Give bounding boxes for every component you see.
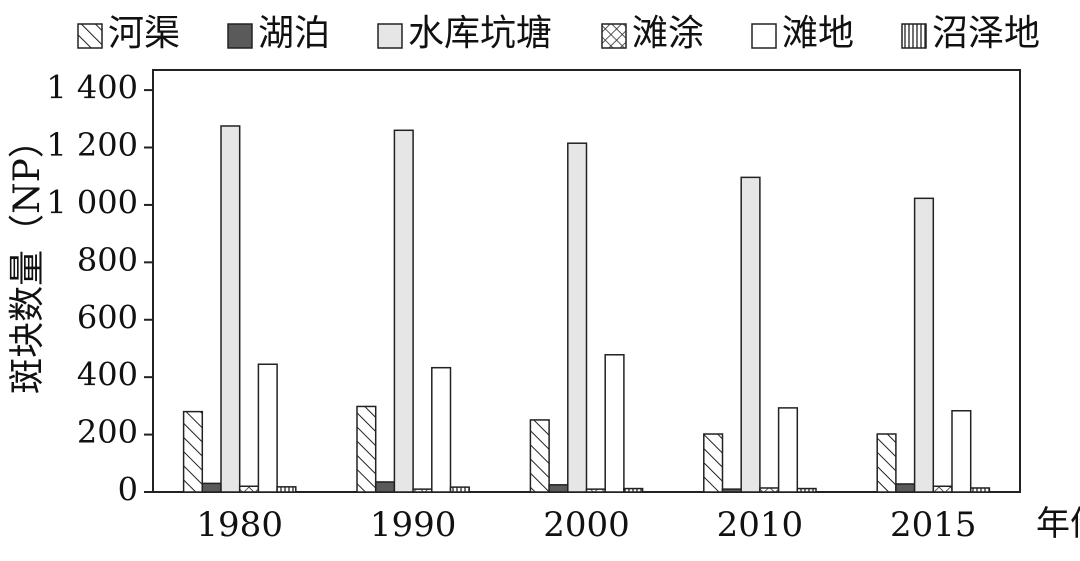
bar: [740, 176, 761, 493]
bar: [257, 363, 278, 493]
bar: [623, 487, 644, 493]
x-tick-label: 2015: [890, 505, 977, 545]
y-tick-label: 1 000: [46, 183, 138, 221]
bar: [567, 142, 588, 493]
y-axis-label: 斑块数量（NP）: [7, 122, 48, 394]
legend-label: 滩地: [782, 13, 854, 54]
bar: [604, 354, 625, 493]
bar: [895, 483, 916, 493]
x-tick-label: 2000: [543, 505, 630, 545]
x-tick-label: 2010: [717, 505, 804, 545]
x-tick-label: 1990: [370, 505, 457, 545]
bar: [220, 125, 241, 493]
legend-label: 沼泽地: [932, 13, 1040, 54]
y-tick-label: 1 200: [46, 126, 138, 164]
y-tick-label: 800: [77, 241, 138, 279]
y-tick-label: 0: [118, 471, 138, 509]
legend-swatch: [901, 23, 927, 49]
y-tick-label: 200: [77, 413, 138, 451]
bar: [529, 419, 550, 493]
bar: [721, 488, 742, 493]
y-tick-label: 400: [77, 356, 138, 394]
bar: [796, 487, 817, 493]
y-tick-label: 600: [77, 298, 138, 336]
bar: [393, 129, 414, 493]
legend-swatch: [77, 23, 103, 49]
bar: [548, 484, 569, 493]
bar: [182, 410, 204, 493]
x-tick-label: 1980: [196, 505, 283, 545]
bar: [412, 488, 433, 493]
bar: [951, 410, 972, 493]
bar: [585, 488, 606, 493]
bar: [356, 405, 377, 493]
bar: [449, 486, 470, 493]
bar: [276, 486, 297, 493]
bar: [703, 433, 724, 493]
y-tick-label: 1 400: [46, 69, 138, 107]
bar: [777, 407, 799, 493]
legend-swatch: [377, 23, 403, 49]
bar: [969, 487, 991, 493]
bar: [431, 366, 452, 493]
legend-label: 滩涂: [632, 13, 704, 54]
legend-swatch: [601, 23, 627, 49]
legend-label: 湖泊: [258, 13, 330, 54]
bar: [913, 197, 935, 493]
bar: [932, 485, 953, 493]
bar: [238, 485, 260, 493]
legend-swatch: [227, 23, 253, 49]
bar: [759, 487, 780, 493]
bar: [876, 433, 897, 493]
bar: [201, 482, 222, 493]
legend-label: 水库坑塘: [408, 13, 552, 54]
x-axis-label: 年份: [1036, 504, 1080, 544]
legend-swatch: [751, 23, 777, 49]
bar: [374, 481, 396, 493]
legend-label: 河渠: [108, 13, 180, 54]
